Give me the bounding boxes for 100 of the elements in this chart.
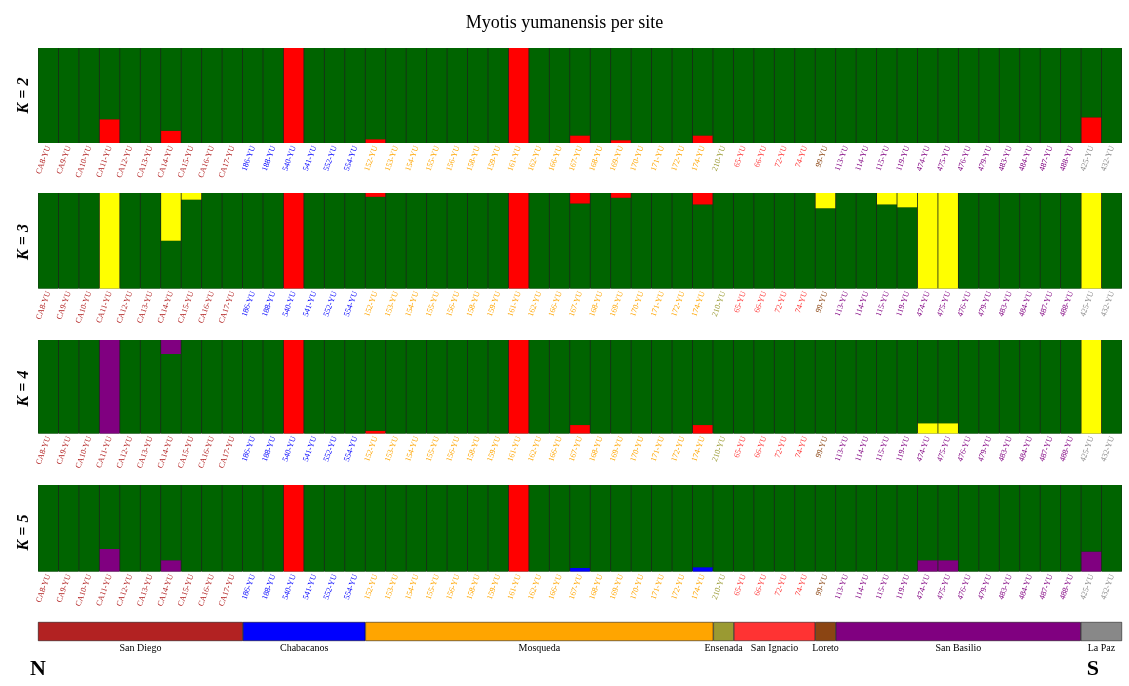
x-tick-label: 167-YU xyxy=(566,289,585,318)
x-tick-label: 113-YU xyxy=(832,572,851,601)
x-tick-label: 152-YU xyxy=(362,144,380,173)
x-tick-label: 152-YU xyxy=(362,434,380,463)
x-tick-label: 425-YU xyxy=(1078,572,1096,601)
x-tick-label: 65-YU xyxy=(731,144,748,169)
x-tick-label: 171-YU xyxy=(648,289,667,318)
x-tick-label: 483-YU xyxy=(996,144,1014,173)
x-tick-label: 484-YU xyxy=(1016,572,1035,601)
x-tick-label: 170-YU xyxy=(628,434,646,463)
x-tick-label: 474-YU xyxy=(914,144,932,173)
x-tick-label: 168-YU xyxy=(587,434,605,463)
x-tick-label: 425-YU xyxy=(1078,434,1096,463)
x-tick-label: 74-YU xyxy=(793,289,810,314)
x-tick-label: 432-YU xyxy=(1098,289,1117,318)
x-tick-label: 156-YU xyxy=(444,144,462,173)
x-tick-label: 161-YU xyxy=(505,434,523,463)
x-tick-label: 479-YU xyxy=(975,572,994,601)
x-tick-label: 484-YU xyxy=(1016,434,1035,463)
x-tick-label: 541-YU xyxy=(300,144,319,173)
x-tick-label: 188-YU xyxy=(260,289,278,318)
x-tick-label: 153-YU xyxy=(382,572,401,601)
x-tick-label: 72-YU xyxy=(772,434,789,459)
x-tick-label: 152-YU xyxy=(362,572,380,601)
x-tick-label: 99-YU xyxy=(813,144,830,169)
x-tick-label: 541-YU xyxy=(300,289,319,318)
x-tick-label: 188-YU xyxy=(260,434,278,463)
x-tick-label: 155-YU xyxy=(423,434,442,463)
x-tick-label: 479-YU xyxy=(975,434,994,463)
x-tick-label: 168-YU xyxy=(587,572,605,601)
x-tick-label: 162-YU xyxy=(525,144,544,173)
text: N xyxy=(30,654,46,680)
series-label: San Basilio xyxy=(935,641,982,653)
y-axis-title: K = 5 xyxy=(13,514,31,552)
x-tick-label: 114-YU xyxy=(853,572,871,601)
x-tick-label: 74-YU xyxy=(793,572,810,597)
x-tick-label: 166-YU xyxy=(546,434,564,463)
x-tick-label: 167-YU xyxy=(566,434,585,463)
x-tick-label: 154-YU xyxy=(403,572,421,601)
x-tick-label: 484-YU xyxy=(1016,289,1035,318)
x-tick-label: 99-YU xyxy=(813,434,830,459)
x-tick-label: 174-YU xyxy=(689,289,708,318)
x-tick-label: 170-YU xyxy=(628,144,646,173)
x-tick-label: 475-YU xyxy=(934,289,953,318)
x-tick-label: 153-YU xyxy=(382,434,401,463)
x-tick-label: 169-YU xyxy=(607,289,626,318)
x-tick-label: 488-YU xyxy=(1057,289,1076,318)
x-tick-label: 155-YU xyxy=(423,144,442,173)
series-label: San Diego xyxy=(119,641,162,653)
series-label: Ensenada xyxy=(704,641,744,653)
x-tick-label: 72-YU xyxy=(772,289,789,314)
x-tick-label: 541-YU xyxy=(300,572,319,601)
x-tick-label: 99-YU xyxy=(813,572,830,597)
x-tick-label: 167-YU xyxy=(566,144,585,173)
y-axis-title: K = 3 xyxy=(13,224,31,261)
x-tick-label: 154-YU xyxy=(403,144,421,173)
x-tick-label: 113-YU xyxy=(832,289,851,318)
x-tick-label: 172-YU xyxy=(669,144,687,173)
x-tick-label: 167-YU xyxy=(566,572,585,601)
x-tick-label: 161-YU xyxy=(505,289,523,318)
x-tick-label: 113-YU xyxy=(832,144,851,172)
x-tick-label: 115-YU xyxy=(873,144,892,172)
x-tick-label: 162-YU xyxy=(525,434,544,463)
x-tick-label: 188-YU xyxy=(260,572,278,601)
x-tick-label: 156-YU xyxy=(444,572,462,601)
x-tick-label: 169-YU xyxy=(607,144,626,173)
x-tick-label: 161-YU xyxy=(505,144,523,173)
series-label: Loreto xyxy=(812,641,839,653)
x-tick-label: 74-YU xyxy=(793,434,810,459)
x-tick-label: 172-YU xyxy=(669,572,687,601)
y-axis-title: K = 4 xyxy=(13,370,31,408)
x-tick-label: 484-YU xyxy=(1016,144,1035,173)
x-tick-label: 168-YU xyxy=(587,289,605,318)
x-tick-label: 541-YU xyxy=(300,434,319,463)
x-tick-label: 483-YU xyxy=(996,572,1014,601)
x-tick-label: 153-YU xyxy=(382,289,401,318)
x-tick-label: 488-YU xyxy=(1057,144,1076,173)
y-axis-title: K = 2 xyxy=(13,77,31,115)
x-tick-label: 188-YU xyxy=(260,144,278,173)
x-tick-label: 487-YU xyxy=(1037,434,1055,463)
x-tick-label: 432-YU xyxy=(1098,144,1117,173)
x-tick-label: 159-YU xyxy=(485,434,503,463)
x-tick-label: 153-YU xyxy=(382,144,401,173)
x-tick-label: 171-YU xyxy=(648,434,667,463)
x-tick-label: 483-YU xyxy=(996,289,1014,318)
x-tick-label: 155-YU xyxy=(423,289,442,318)
x-tick-label: 115-YU xyxy=(873,289,892,318)
x-tick-label: 488-YU xyxy=(1057,572,1076,601)
x-tick-label: 119-YU xyxy=(894,572,912,601)
x-tick-label: 186-YU xyxy=(239,289,258,318)
x-tick-label: 154-YU xyxy=(403,434,421,463)
x-tick-label: 99-YU xyxy=(813,289,830,314)
x-tick-label: 474-YU xyxy=(914,572,932,601)
x-tick-label: 119-YU xyxy=(894,289,912,318)
x-tick-label: 210-YU xyxy=(709,434,728,463)
x-tick-label: 476-YU xyxy=(955,572,973,601)
x-tick-label: 154-YU xyxy=(403,289,421,318)
x-tick-label: 488-YU xyxy=(1057,434,1076,463)
x-tick-label: 174-YU xyxy=(689,144,708,173)
x-tick-label: 487-YU xyxy=(1037,289,1055,318)
